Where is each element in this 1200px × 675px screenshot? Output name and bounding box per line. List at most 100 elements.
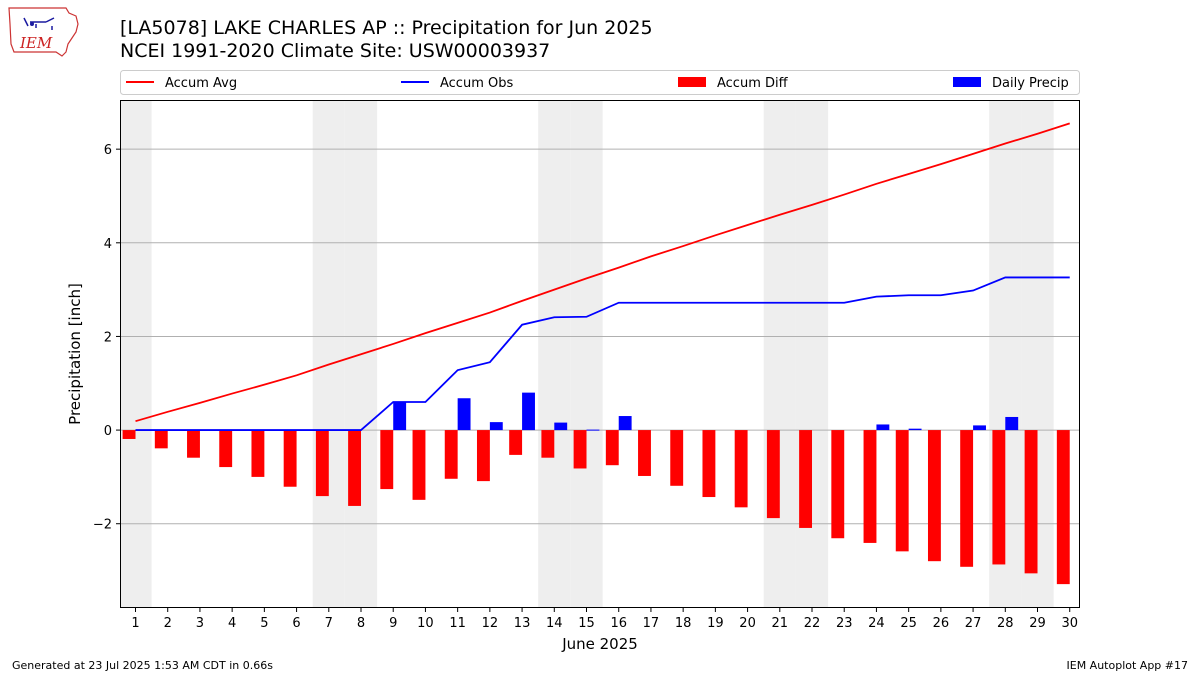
accum-diff-bar-16	[605, 430, 619, 466]
daily-precip-bar-9	[393, 401, 407, 431]
accum-diff-bar-22	[799, 430, 813, 528]
daily-precip-bar-25	[908, 428, 922, 431]
x-tick-label: 10	[417, 616, 434, 631]
x-tick-label: 7	[325, 616, 333, 631]
x-tick-label: 27	[965, 616, 982, 631]
x-axis-label: June 2025	[561, 635, 638, 653]
x-tick-label: 5	[260, 616, 268, 631]
x-tick-label: 25	[900, 616, 917, 631]
accum-diff-bar-7	[315, 430, 329, 497]
accum-diff-bar-21	[766, 430, 780, 519]
legend-swatch-patch	[953, 77, 981, 87]
x-tick-label: 1	[131, 616, 139, 631]
legend-label: Accum Obs	[440, 76, 513, 91]
x-tick-label: 17	[643, 616, 660, 631]
x-tick-label: 2	[164, 616, 172, 631]
accum-diff-bar-27	[960, 430, 974, 567]
accum-diff-bar-30	[1056, 430, 1070, 585]
legend: Accum Avg Accum Obs Accum Diff Daily Precip	[120, 70, 1080, 95]
weekend-shade-day-15	[570, 100, 603, 608]
accum-diff-bar-18	[670, 430, 684, 486]
x-tick-label: 6	[292, 616, 300, 631]
accum-diff-bar-12	[476, 430, 490, 482]
station-dot	[30, 22, 34, 26]
daily-precip-bar-11	[457, 398, 471, 431]
accum-diff-bar-15	[573, 430, 587, 469]
accum-diff-bar-10	[412, 430, 426, 500]
x-tick-label: 9	[389, 616, 397, 631]
x-tick-label: 29	[1029, 616, 1046, 631]
lines	[135, 122, 1071, 431]
daily-precip-bar-12	[489, 422, 503, 431]
bars	[122, 392, 1070, 585]
x-tick-label: 24	[868, 616, 885, 631]
x-tick-label: 8	[357, 616, 365, 631]
accum-diff-bar-26	[927, 430, 941, 562]
footer-generated: Generated at 23 Jul 2025 1:53 AM CDT in …	[12, 659, 273, 672]
accum-diff-bar-14	[541, 430, 555, 458]
legend-label: Daily Precip	[992, 76, 1069, 91]
daily-precip-bar-24	[876, 424, 890, 431]
x-tick-label: 14	[546, 616, 563, 631]
x-tick-label: 16	[610, 616, 627, 631]
daily-precip-bar-16	[618, 416, 632, 431]
x-tick-label: 23	[836, 616, 853, 631]
chart-title: [LA5078] LAKE CHARLES AP :: Precipitatio…	[120, 17, 653, 39]
legend-swatch-patch	[678, 77, 706, 87]
accum-diff-bar-3	[187, 430, 200, 458]
x-tick-label: 4	[228, 616, 236, 631]
weekend-shade-day-21	[763, 100, 796, 608]
weekend-shade-day-14	[538, 100, 571, 608]
accum-diff-bar-6	[283, 430, 297, 487]
x-tick-label: 11	[449, 616, 466, 631]
weather-station-icon	[23, 17, 55, 30]
daily-precip-bar-15	[586, 429, 600, 431]
x-tick-label: 12	[482, 616, 499, 631]
accum-diff-bar-23	[831, 430, 845, 539]
accum-diff-bar-5	[251, 430, 265, 477]
weekend-shade-day-22	[795, 100, 829, 608]
x-tick-label: 15	[578, 616, 595, 631]
accum-diff-bar-20	[734, 430, 748, 508]
daily-precip-bar-28	[1005, 416, 1019, 431]
accum-avg-line	[135, 122, 1071, 423]
x-tick-label: 26	[933, 616, 950, 631]
state-outline	[8, 7, 79, 57]
y-tick-label: 0	[104, 424, 112, 439]
daily-precip-bar-14	[554, 422, 568, 431]
x-tick-label: 21	[772, 616, 789, 631]
y-axis-label: Precipitation [inch]	[66, 283, 84, 425]
accum-diff-bar-25	[895, 430, 909, 552]
accum-diff-bar-17	[638, 430, 651, 476]
y-tick-label: 4	[104, 237, 112, 252]
legend-label: Accum Avg	[165, 76, 237, 91]
accum-diff-bar-19	[702, 430, 716, 498]
accum-diff-bar-4	[219, 430, 233, 468]
weekend-shade-day-1	[120, 100, 152, 608]
accum-diff-bar-2	[154, 430, 168, 449]
daily-precip-bar-13	[522, 392, 535, 431]
accum-diff-bar-13	[509, 430, 523, 455]
accum-diff-bar-1	[122, 430, 136, 439]
logo-text: IEM	[19, 34, 53, 52]
accum-obs-line	[135, 276, 1070, 431]
x-tick-label: 30	[1061, 616, 1078, 631]
accum-diff-bar-11	[444, 430, 458, 479]
y-tick-label: 2	[104, 330, 112, 345]
x-tick-label: 18	[675, 616, 692, 631]
legend-label: Accum Diff	[717, 76, 789, 91]
y-tick-label: 6	[104, 143, 112, 158]
x-tick-label: 20	[739, 616, 756, 631]
accum-diff-bar-8	[348, 430, 362, 506]
x-tick-label: 22	[804, 616, 821, 631]
accum-diff-bar-29	[1024, 430, 1038, 574]
plot-frame	[120, 100, 1080, 608]
x-tick-label: 19	[707, 616, 724, 631]
daily-precip-bar-27	[973, 425, 986, 431]
weekend-shade-day-7	[312, 100, 345, 608]
accum-diff-bar-28	[992, 430, 1006, 565]
x-tick-label: 28	[997, 616, 1014, 631]
accum-diff-bar-9	[380, 430, 394, 490]
